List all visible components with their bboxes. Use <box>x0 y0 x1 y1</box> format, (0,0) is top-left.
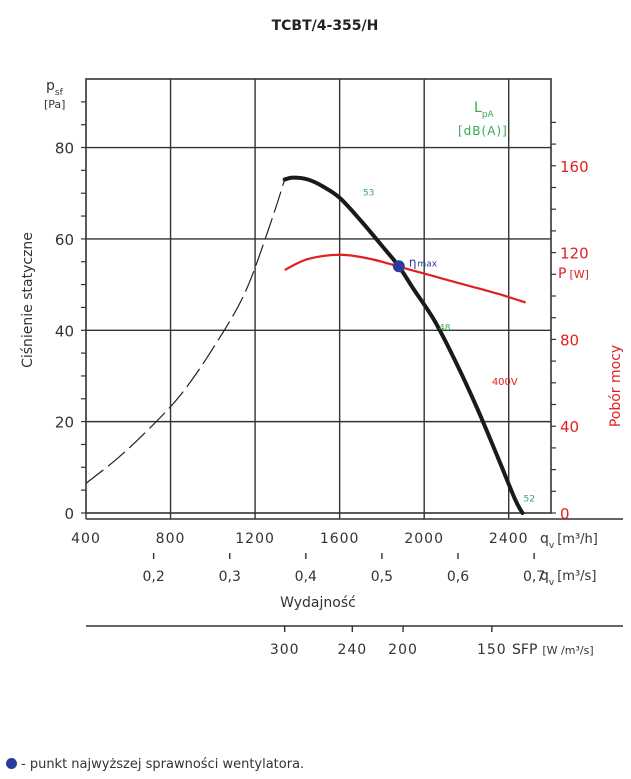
y2-tick-label: 120 <box>560 245 589 263</box>
grid <box>86 79 551 513</box>
x2-axis-unit-label: qv [m³/s] <box>540 568 596 588</box>
x2-tick-label: 0,6 <box>447 569 469 585</box>
chart-title: TCBT/4-355/H <box>272 18 379 34</box>
lpa-unit: [dB(A)] <box>458 124 508 138</box>
y-tick-label: 20 <box>55 414 74 432</box>
x-tick-label: 2400 <box>489 531 529 547</box>
y2-axis-label: P [W] <box>558 266 589 282</box>
x2-tick-label: 0,2 <box>143 569 165 585</box>
y2-tick-label: 40 <box>560 418 579 436</box>
y-axis-caption: Ciśnienie statyczne <box>20 232 36 368</box>
y-tick-label: 60 <box>55 231 74 249</box>
axes <box>81 78 623 632</box>
series-pressure-unstable <box>85 179 286 484</box>
series-pressure <box>282 175 525 515</box>
x2-tick-label: 0,7 <box>523 569 545 585</box>
y2-tick-label: 0 <box>560 505 570 523</box>
y-tick-label: 40 <box>55 322 74 340</box>
sfp-tick-label: 300 <box>270 642 300 658</box>
x-axis-unit-label: qv [m³/h] <box>540 531 598 551</box>
x-tick-label: 1200 <box>235 531 275 547</box>
footnote: - punkt najwyższej sprawności wentylator… <box>6 757 304 772</box>
y-tick-label: 80 <box>55 140 74 158</box>
y-axis-unit: [Pa] <box>44 98 65 111</box>
x2-tick-label: 0,4 <box>295 569 317 585</box>
noise-level-label: 52 <box>524 495 535 505</box>
labels: 400 800 1200 1600 2000 2400020406080040801201… <box>55 140 589 658</box>
plot-frame <box>85 78 552 514</box>
x-tick-label: 2000 <box>404 531 444 547</box>
eta-max-label: ηmax <box>409 255 438 269</box>
lpa-label: LpA <box>474 100 495 120</box>
x-axis-caption: Wydajność <box>280 595 356 611</box>
x-tick-label: 400 <box>71 531 101 547</box>
voltage-label: 400V <box>492 377 518 388</box>
sfp-tick-label: 150 <box>477 642 507 658</box>
y-tick-label: 0 <box>64 505 74 523</box>
sfp-label: SFP [W /m³/s] <box>512 642 594 658</box>
x2-tick-label: 0,3 <box>219 569 241 585</box>
eta-max-point <box>392 260 405 273</box>
x2-tick-label: 0,5 <box>371 569 393 585</box>
y2-tick-label: 160 <box>560 158 589 176</box>
sfp-tick-label: 200 <box>388 642 418 658</box>
y-axis-label: psf <box>46 78 64 98</box>
x-tick-label: 800 <box>156 531 186 547</box>
y2-tick-label: 80 <box>560 331 579 349</box>
noise-level-label: 53 <box>363 188 374 198</box>
y2-axis-caption: Pobór mocy <box>608 345 624 427</box>
marks <box>85 175 526 515</box>
eta-legend-dot <box>6 758 17 769</box>
noise-level-label: 48 <box>439 323 451 333</box>
sfp-tick-label: 240 <box>337 642 367 658</box>
footnote-text: - punkt najwyższej sprawności wentylator… <box>21 757 305 772</box>
x-tick-label: 1600 <box>320 531 360 547</box>
